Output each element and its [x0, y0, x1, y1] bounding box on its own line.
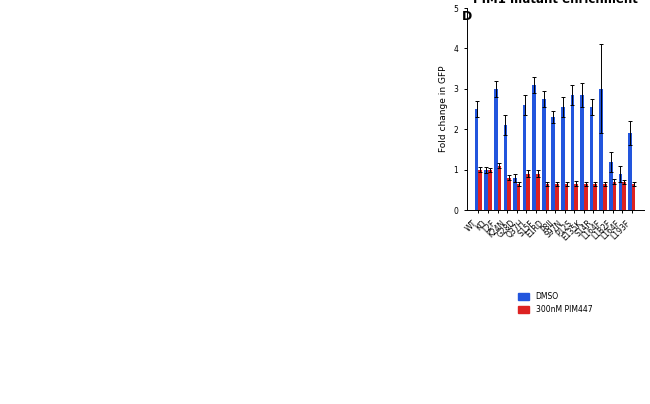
Bar — [536, 174, 540, 210]
Bar — [494, 89, 497, 210]
Bar — [513, 178, 517, 210]
Bar — [526, 174, 530, 210]
Bar — [575, 184, 578, 210]
Bar — [532, 85, 536, 210]
Bar — [613, 182, 616, 210]
Bar — [571, 95, 575, 210]
Legend: DMSO, 300nM PIM447: DMSO, 300nM PIM447 — [515, 289, 595, 318]
Bar — [555, 184, 559, 210]
Bar — [622, 182, 626, 210]
Bar — [590, 107, 593, 210]
Text: D: D — [462, 10, 472, 23]
Bar — [632, 184, 636, 210]
Bar — [484, 170, 488, 210]
Bar — [561, 107, 565, 210]
Bar — [497, 166, 501, 210]
Bar — [599, 89, 603, 210]
Bar — [488, 170, 491, 210]
Bar — [478, 170, 482, 210]
Y-axis label: Fold change in GFP: Fold change in GFP — [439, 66, 448, 152]
Bar — [542, 99, 545, 210]
Bar — [619, 174, 622, 210]
Bar — [584, 184, 588, 210]
Bar — [609, 162, 613, 210]
Bar — [628, 133, 632, 210]
Bar — [603, 184, 606, 210]
Bar — [580, 95, 584, 210]
Bar — [545, 184, 549, 210]
Bar — [517, 184, 521, 210]
Bar — [504, 125, 507, 210]
Bar — [523, 105, 526, 210]
Bar — [593, 184, 597, 210]
Bar — [565, 184, 568, 210]
Bar — [551, 117, 555, 210]
Bar — [507, 178, 511, 210]
Title: PIM1 mutant enrichment: PIM1 mutant enrichment — [473, 0, 638, 6]
Bar — [474, 109, 478, 210]
